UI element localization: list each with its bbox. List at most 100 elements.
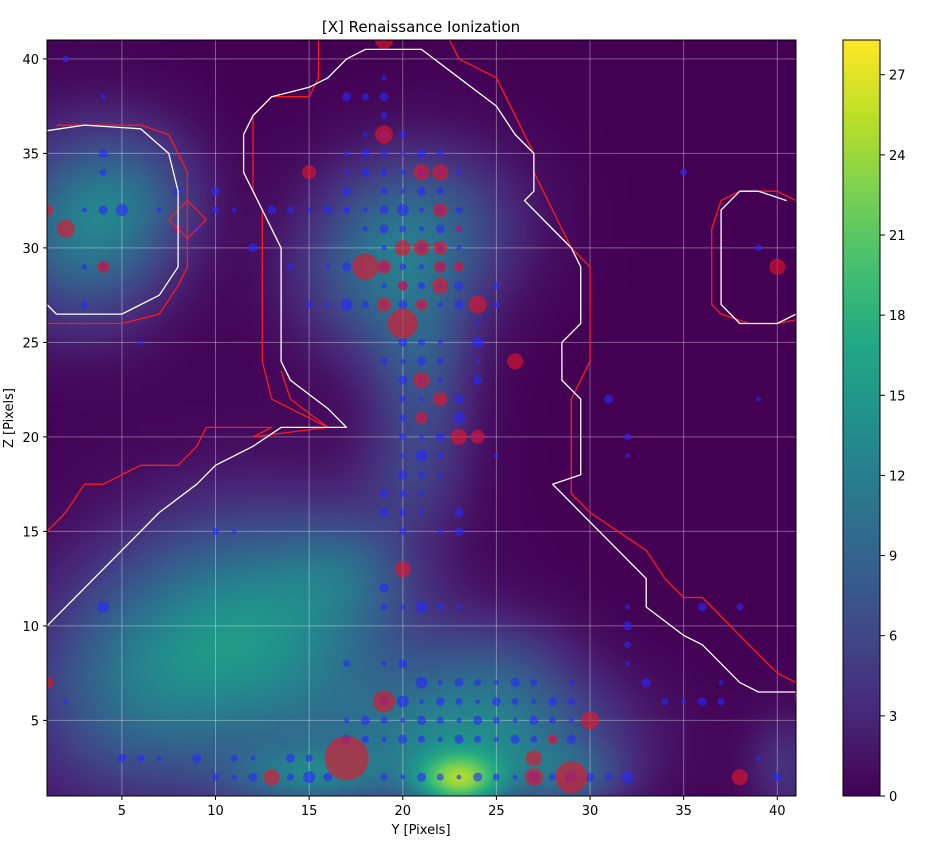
marker-blue xyxy=(604,394,614,404)
x-tick-label: 5 xyxy=(118,804,126,819)
marker-blue xyxy=(419,207,424,213)
marker-red xyxy=(324,736,369,781)
marker-blue xyxy=(381,283,387,289)
chart-title: [X] Renaissance Ionization xyxy=(322,18,520,36)
marker-red xyxy=(394,561,411,578)
marker-blue xyxy=(510,678,520,688)
marker-blue xyxy=(379,508,389,517)
y-tick-label: 40 xyxy=(22,53,39,68)
marker-blue xyxy=(399,509,407,516)
x-tick-label: 10 xyxy=(207,804,224,819)
marker-blue xyxy=(585,772,595,782)
marker-blue xyxy=(419,491,424,497)
marker-red xyxy=(433,203,448,218)
marker-red xyxy=(555,761,588,794)
marker-blue xyxy=(115,204,128,217)
marker-red xyxy=(524,768,543,787)
marker-blue xyxy=(400,150,406,156)
marker-blue xyxy=(755,244,763,252)
marker-blue xyxy=(212,527,220,535)
y-tick-label: 30 xyxy=(22,242,39,257)
marker-blue xyxy=(621,771,634,784)
marker-blue xyxy=(623,433,631,441)
marker-blue xyxy=(381,75,387,81)
marker-red xyxy=(352,253,379,280)
marker-blue xyxy=(661,698,669,705)
marker-red xyxy=(413,372,430,389)
marker-blue xyxy=(360,715,370,725)
marker-blue xyxy=(475,699,481,704)
marker-blue xyxy=(100,94,106,100)
x-tick-label: 40 xyxy=(769,804,786,819)
colorbar-tick-label: 27 xyxy=(889,69,906,84)
x-tick-label: 15 xyxy=(301,804,318,819)
marker-red xyxy=(373,690,396,713)
marker-blue xyxy=(380,357,388,365)
marker-blue xyxy=(549,716,557,724)
marker-blue xyxy=(473,715,483,725)
marker-blue xyxy=(493,453,499,459)
marker-blue xyxy=(399,263,407,271)
marker-blue xyxy=(360,148,370,158)
marker-blue xyxy=(400,717,406,723)
marker-blue xyxy=(566,734,576,744)
marker-blue xyxy=(380,149,388,157)
y-tick-label: 5 xyxy=(31,714,39,729)
y-tick-label: 35 xyxy=(22,147,39,162)
marker-blue xyxy=(396,695,409,708)
marker-blue xyxy=(380,112,388,120)
contour-red xyxy=(449,40,796,684)
marker-blue xyxy=(379,224,389,234)
marker-blue xyxy=(512,774,518,780)
y-axis-ticks: 5 10 15 20 25 30 35 40 xyxy=(22,53,47,729)
marker-blue xyxy=(471,336,484,349)
marker-blue xyxy=(681,699,687,704)
marker-blue xyxy=(398,659,408,669)
colorbar-tick-label: 0 xyxy=(889,790,897,805)
marker-blue xyxy=(415,601,428,613)
marker-red xyxy=(415,412,428,424)
marker-blue xyxy=(549,773,557,781)
marker-blue xyxy=(417,148,426,158)
marker-blue xyxy=(718,680,724,686)
marker-blue xyxy=(772,772,782,782)
marker-blue xyxy=(435,432,445,442)
marker-blue xyxy=(475,321,481,326)
marker-blue xyxy=(623,641,631,649)
marker-blue xyxy=(400,358,406,364)
marker-blue xyxy=(80,301,88,309)
marker-red xyxy=(413,164,430,181)
marker-red xyxy=(433,240,448,255)
colorbar-ticks: 0 3 6 9 12 15 18 21 24 27 xyxy=(880,69,906,805)
marker-red xyxy=(415,298,428,311)
marker-red xyxy=(377,259,392,274)
marker-blue xyxy=(398,470,408,480)
colorbar-tick-label: 21 xyxy=(889,229,906,244)
marker-blue xyxy=(456,774,462,780)
marker-blue xyxy=(117,753,127,763)
marker-blue xyxy=(437,339,443,345)
colorbar-tick-label: 3 xyxy=(889,710,897,725)
marker-blue xyxy=(344,169,350,175)
marker-red xyxy=(413,239,430,256)
marker-blue xyxy=(452,412,465,424)
marker-red xyxy=(375,125,394,144)
marker-blue xyxy=(381,661,387,667)
marker-blue xyxy=(680,168,688,176)
marker-blue xyxy=(137,754,145,762)
marker-blue xyxy=(605,773,613,781)
marker-blue xyxy=(400,604,406,610)
marker-blue xyxy=(436,187,444,195)
marker-blue xyxy=(81,264,87,270)
marker-blue xyxy=(286,773,294,781)
marker-blue xyxy=(396,204,409,217)
marker-blue xyxy=(454,281,464,291)
marker-red xyxy=(263,769,280,786)
x-tick-label: 35 xyxy=(675,804,692,819)
marker-blue xyxy=(456,245,462,251)
marker-blue xyxy=(624,604,630,610)
marker-blue xyxy=(419,699,424,704)
marker-blue xyxy=(697,602,707,612)
marker-blue xyxy=(437,377,443,383)
plot-area xyxy=(46,39,797,797)
